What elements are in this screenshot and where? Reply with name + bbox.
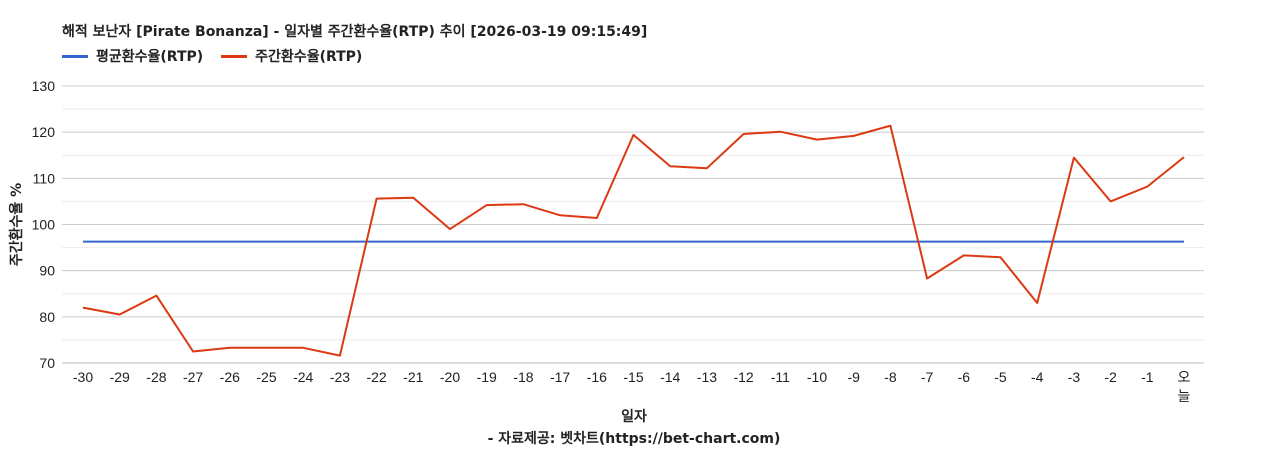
- data-credit: - 자료제공: 벳차트(https://bet-chart.com): [487, 431, 781, 447]
- x-tick-label: -5: [994, 369, 1007, 385]
- x-tick-label: -16: [587, 369, 607, 385]
- y-tick-label: 90: [39, 263, 55, 279]
- x-tick-label: -25: [256, 369, 276, 385]
- y-axis-title: 주간환수율 %: [8, 183, 25, 266]
- y-tick-label: 130: [32, 78, 56, 94]
- legend-swatch-weekly: [221, 54, 248, 58]
- x-tick-label: -7: [921, 369, 934, 385]
- x-tick-label: 오: [1178, 369, 1191, 385]
- weekly-rtp-line[interactable]: [82, 124, 1185, 357]
- x-tick-label: -13: [697, 369, 717, 385]
- legend-item-average[interactable]: 평균환수율(RTP): [62, 46, 203, 66]
- x-tick-label: -27: [183, 369, 203, 385]
- x-tick-label: -22: [366, 369, 386, 385]
- x-tick-label: -2: [1104, 369, 1117, 385]
- x-tick-label: -9: [847, 369, 860, 385]
- x-tick-label: -19: [477, 369, 497, 385]
- x-tick-label: 늘: [1178, 388, 1191, 404]
- y-tick-label: 80: [39, 309, 55, 325]
- x-tick-label: -21: [403, 369, 423, 385]
- x-tick-label: -15: [623, 369, 643, 385]
- y-tick-label: 100: [32, 217, 56, 233]
- y-tick-label: 70: [39, 355, 55, 371]
- chart-title: 해적 보난자 [Pirate Bonanza] - 일자별 주간환수율(RTP)…: [62, 24, 648, 40]
- x-tick-label: -11: [771, 369, 790, 385]
- x-tick-label: -26: [220, 369, 240, 385]
- x-tick-label: -18: [513, 369, 533, 385]
- legend-label-average: 평균환수율(RTP): [96, 49, 204, 65]
- x-tick-label: -24: [293, 369, 313, 385]
- x-tick-label: -29: [110, 369, 130, 385]
- legend: 평균환수율(RTP) 주간환수율(RTP): [62, 46, 362, 66]
- x-tick-label: -10: [807, 369, 827, 385]
- y-tick-label: 110: [33, 170, 56, 186]
- x-tick-label: -6: [958, 369, 971, 385]
- legend-label-weekly: 주간환수율(RTP): [255, 49, 363, 65]
- x-tick-label: -17: [550, 369, 570, 385]
- y-tick-label: 120: [32, 124, 56, 140]
- x-tick-label: -30: [73, 369, 93, 385]
- x-tick-label: -8: [884, 369, 897, 385]
- x-tick-label: -12: [733, 369, 753, 385]
- x-tick-label: -1: [1141, 369, 1154, 385]
- x-tick-label: -3: [1068, 369, 1081, 385]
- x-tick-label: -23: [330, 369, 350, 385]
- x-tick-label: -14: [660, 369, 680, 385]
- x-tick-label: -28: [146, 369, 166, 385]
- x-axis-title: 일자: [621, 409, 647, 425]
- legend-item-weekly[interactable]: 주간환수율(RTP): [221, 46, 362, 66]
- legend-swatch-average: [62, 54, 88, 58]
- x-tick-label: -20: [440, 369, 460, 385]
- x-tick-label: -4: [1031, 369, 1044, 385]
